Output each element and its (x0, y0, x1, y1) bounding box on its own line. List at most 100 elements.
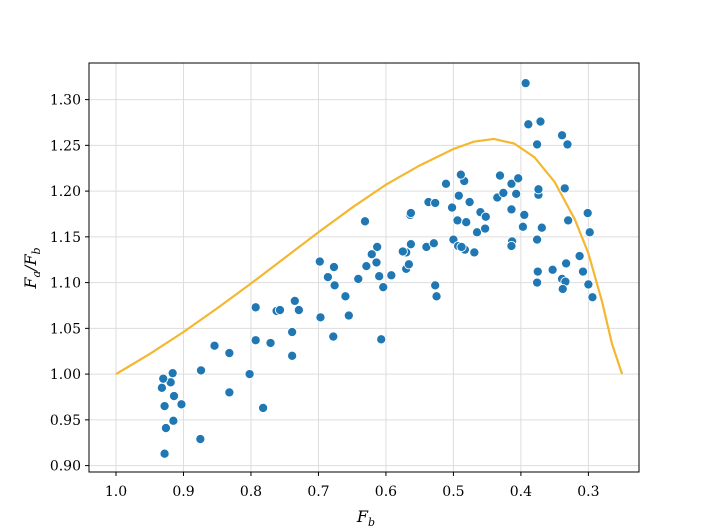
scatter-point (559, 183, 570, 194)
scatter-point (374, 271, 385, 282)
scatter-point (159, 448, 170, 459)
scatter-point (176, 399, 187, 410)
scatter-point (480, 223, 491, 234)
scatter-point (372, 241, 383, 252)
scatter-point (158, 373, 169, 384)
y-tick-label: 1.20 (50, 184, 81, 200)
scatter-point (452, 215, 463, 226)
x-axis-label-sub: b (368, 516, 375, 529)
scatter-point (431, 291, 442, 302)
y-axis-label-fa: F (21, 277, 40, 290)
scatter-point (574, 251, 585, 262)
y-tick-label: 1.30 (50, 93, 81, 109)
scatter-point (461, 217, 472, 228)
x-tick-label: 0.6 (375, 484, 397, 500)
scatter-point (403, 259, 414, 270)
scatter-point (167, 368, 178, 379)
scatter-point (361, 261, 372, 272)
scatter-point (376, 334, 387, 345)
scatter-point (265, 337, 276, 349)
y-tick-label: 1.05 (50, 321, 81, 337)
x-tick-label: 0.5 (442, 484, 464, 500)
scatter-point (287, 350, 298, 361)
scatter-point (322, 272, 333, 283)
scatter-point (584, 227, 595, 238)
scatter-point (289, 295, 300, 306)
scatter-point (397, 246, 408, 257)
scatter-point (455, 169, 466, 180)
scatter-point (359, 216, 371, 227)
x-tick-label: 0.9 (172, 484, 194, 500)
scatter-point (535, 116, 546, 127)
scatter-point (366, 249, 377, 260)
y-axis-label-slash: /F (21, 254, 40, 273)
scatter-point (274, 304, 286, 316)
scatter-point (547, 264, 558, 275)
scatter-point (156, 382, 167, 393)
scatter-point (523, 119, 534, 130)
curve-layer (115, 137, 624, 376)
scatter-point (506, 240, 517, 252)
x-axis-label: Fb (356, 507, 375, 529)
scatter-point (168, 391, 180, 402)
scatter-point (287, 326, 298, 338)
scatter-point (209, 340, 220, 351)
scatter-point (557, 283, 568, 295)
scatter-point (340, 291, 351, 302)
scatter-point (471, 227, 483, 238)
grid-lines (89, 63, 639, 472)
scatter-point (195, 365, 207, 376)
scatter-point (440, 178, 452, 189)
y-axis-label: Fa/Fb (21, 247, 43, 289)
scatter-point (520, 78, 531, 89)
scatter-point (577, 266, 589, 277)
scatter-point (159, 401, 170, 412)
scatter-point (532, 139, 543, 150)
scatter-point (533, 184, 544, 195)
scatter-point (168, 415, 179, 426)
scatter-point (224, 387, 235, 398)
scatter-point (563, 215, 574, 226)
scatter-point (405, 239, 416, 250)
scatter-point (224, 348, 235, 359)
scatter-point (456, 241, 467, 252)
scatter-point (587, 292, 598, 303)
scatter-point (582, 208, 593, 219)
scatter-point (561, 258, 572, 269)
scatter-point (329, 280, 340, 291)
y-tick-label: 1.00 (50, 367, 81, 383)
scatter-point (328, 331, 339, 342)
x-axis-label-f: F (356, 507, 369, 526)
plot-frame (88, 62, 640, 473)
scatter-point (453, 190, 464, 201)
scatter-point (494, 170, 506, 181)
y-axis-label-sub-a: a (30, 271, 43, 278)
scatter-point (343, 310, 354, 321)
scatter-point (328, 261, 340, 273)
y-tick-label: 1.25 (50, 138, 81, 154)
scatter-point (378, 282, 389, 293)
scatter-point (447, 202, 458, 213)
scatter-point (532, 266, 543, 277)
scatter-point (195, 434, 206, 445)
x-tick-label: 0.4 (510, 484, 532, 500)
y-axis-label-sub-b: b (30, 247, 43, 254)
scatter-point (506, 204, 517, 215)
y-tick-label: 0.95 (50, 413, 81, 429)
x-axis-ticks: 1.0 0.9 0.8 0.7 0.6 0.5 0.4 0.3 (105, 472, 600, 500)
scatter-point (519, 209, 530, 220)
scatter-point (250, 335, 261, 346)
scatter-point (315, 312, 326, 323)
scatter-point (250, 302, 261, 313)
scatter-point (536, 222, 547, 233)
scatter-point (353, 273, 364, 284)
scatter-point (517, 221, 528, 232)
scatter-point (480, 211, 491, 222)
scatter-point (532, 234, 543, 245)
scatter-point (386, 270, 397, 281)
scatter-point (371, 257, 382, 268)
x-tick-label: 0.8 (240, 484, 262, 500)
scatter-point (532, 277, 543, 288)
x-tick-label: 0.3 (577, 484, 599, 500)
